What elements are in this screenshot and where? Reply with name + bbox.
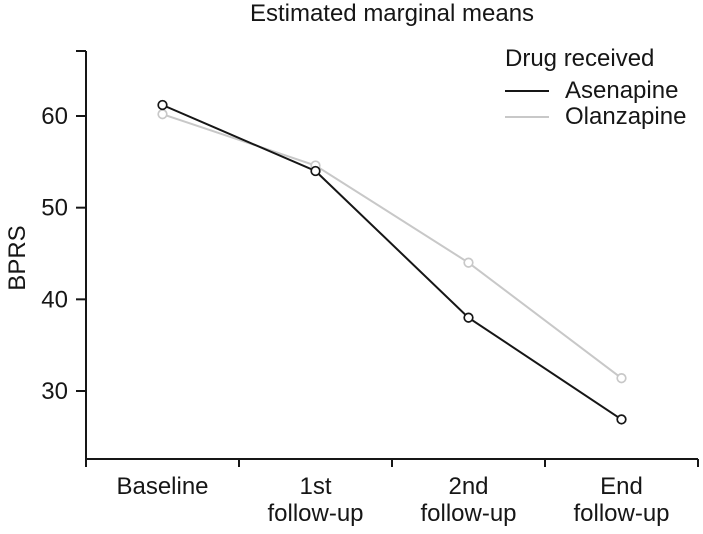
legend-line-swatch [505, 90, 549, 92]
x-category-label: End follow-up [573, 473, 670, 527]
legend: Drug received Asenapine Olanzapine [505, 46, 686, 130]
data-point-marker-asenapine [310, 165, 321, 177]
legend-label: Asenapine [565, 77, 679, 104]
legend-row-asenapine: Asenapine [505, 78, 686, 104]
legend-line-swatch [505, 116, 549, 118]
legend-items: Asenapine Olanzapine [505, 78, 686, 130]
legend-label: Olanzapine [565, 103, 687, 130]
x-category-label: 2nd follow-up [420, 473, 517, 527]
legend-row-olanzapine: Olanzapine [505, 104, 686, 130]
y-tick-label: 60 [41, 103, 68, 130]
data-point-marker-olanzapine [616, 373, 627, 384]
x-category-label: Baseline [116, 473, 209, 500]
series-line-asenapine [162, 104, 623, 421]
data-point-marker-asenapine [463, 312, 474, 323]
data-point-marker-asenapine [157, 99, 168, 111]
x-category-label: 1st follow-up [267, 473, 364, 527]
y-tick-label: 50 [41, 195, 68, 222]
data-point-marker-asenapine [616, 414, 627, 425]
chart-title: Estimated marginal means [249, 0, 535, 27]
series-line-olanzapine [162, 113, 623, 379]
y-tick-label: 40 [41, 286, 68, 313]
y-tick-label: 30 [41, 378, 68, 405]
data-point-marker-olanzapine [463, 257, 474, 268]
legend-title: Drug received [505, 45, 655, 72]
y-axis-title: BPRS [4, 225, 31, 291]
data-point-marker-olanzapine [157, 109, 168, 120]
